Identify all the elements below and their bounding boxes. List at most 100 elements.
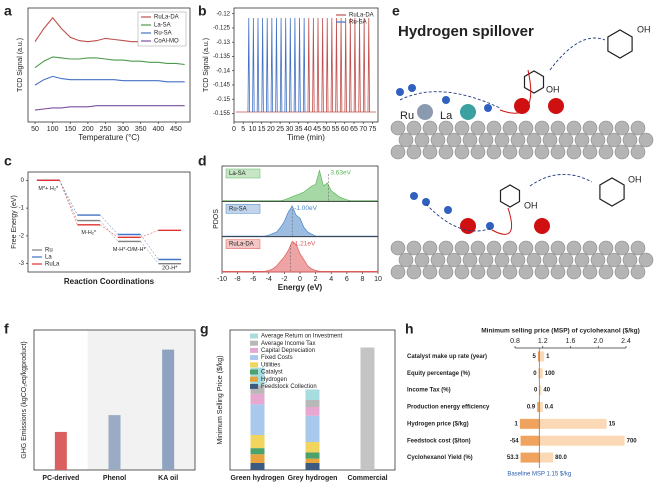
surface-atom [494,132,510,148]
pulse-peak [302,17,306,113]
legend-label: Ru-SA [349,20,367,26]
connector [59,180,78,221]
surface-atom [614,240,630,256]
surface-atom [470,120,486,136]
pulse-peak [326,17,329,113]
oxygen [514,98,530,114]
low-label: 0 [534,388,538,394]
surface-atom [422,264,438,280]
hydrogen [486,222,494,230]
surface-atom [406,120,422,136]
pulse-peak [275,17,278,113]
bar-segment [305,407,320,416]
bar-segment [250,404,265,435]
row-label: Income Tax (%) [407,388,451,394]
surface-atom [478,252,494,268]
legend-label: CoAl-MO [154,39,179,45]
panel-letter: b [198,3,207,19]
hydrogen [444,206,452,214]
x-axis-label: Temperature (°C) [78,133,140,142]
product-arrow [549,37,606,71]
bar [54,431,67,470]
x-tick-label: -2 [281,276,287,283]
pulse-peak [344,17,347,113]
x-tick-label: 6 [345,276,349,283]
legend-label: Catalyst [261,370,283,376]
pulse-peak [261,17,264,113]
surface-atom [582,240,598,256]
surface-atom [470,240,486,256]
series-tag-label: RuLa-DA [229,242,254,248]
x-tick-label: KA oil [158,475,178,482]
surface-atom [542,132,558,148]
pulse-peak [312,17,315,113]
low-label: 1 [515,421,519,427]
y-axis-label: Free Energy (eV) [11,195,18,249]
legend-label: Hydrogen [261,377,287,383]
x-tick-label: 55 [332,126,340,133]
surface-atom [430,132,446,148]
surface-atom [406,240,422,256]
surface-atom [414,252,430,268]
x-tick-label: Green hydrogen [230,475,284,482]
x-tick-label: 25 [276,126,284,133]
x-tick-label: 450 [170,126,182,133]
y-tick-label: 0 [21,178,25,184]
atom-label: La [440,110,453,122]
x-tick-label: 0 [298,276,302,283]
surface-atom [390,120,406,136]
spillover-arrow [425,203,493,232]
x-tick-label: 2.4 [621,338,631,345]
x-tick-label: 65 [350,126,358,133]
surface-atom [630,240,646,256]
surface-atom [398,252,414,268]
high-bar [539,385,542,396]
x-tick-label: 1.2 [538,338,548,345]
surface-atom [630,264,646,280]
surface-atom [502,120,518,136]
row-label: Cyclohexanol Yield (%) [407,455,473,461]
pulse-peak [256,17,260,113]
state-label: M-H₂* [81,230,97,236]
surface-atom [566,120,582,136]
pulse-peak [358,17,361,113]
high-bar [539,418,607,429]
y-tick-label: -1 [19,206,25,212]
bar-segment [305,389,320,400]
pulse-peak [293,17,297,113]
surface-atom [486,264,502,280]
low-bar [520,452,540,463]
x-tick-label: -8 [234,276,240,283]
pulse-peak [289,17,292,113]
surface-atom [398,132,414,148]
surface-atom [606,132,622,148]
connector [140,230,159,238]
pulse-peak [349,17,352,113]
x-tick-label: 45 [313,126,321,133]
y-tick-label: -0.155 [213,111,231,117]
surface-atom [494,252,510,268]
legend-swatch [250,376,258,382]
surface-atom [518,240,534,256]
high-label: 80.0 [555,455,567,461]
cyclohexanol-ring [599,177,625,207]
spillover-arrow [399,91,501,109]
surface-atom [486,144,502,160]
surface-atom [582,120,598,136]
atom-label: Ru [400,110,414,122]
x-tick-label: 15 [258,126,266,133]
row-label: Hydrogen price ($/kg) [407,421,469,427]
legend-label: Capital Depreciation [261,348,315,354]
surface-atom [510,132,526,148]
surface-atom [446,252,462,268]
legend-label: La-SA [154,23,171,29]
series-tag-label: La-SA [229,171,246,177]
surface-atom [510,252,526,268]
x-tick-label: 250 [100,126,112,133]
high-label: 15 [609,421,616,427]
y-axis-label: GHG Emissions (kgCO₂eq/kgproduct) [21,341,28,458]
line-series [34,75,185,86]
surface-atom [566,264,582,280]
y-axis-label: PDOS [213,209,220,229]
high-bar [539,402,543,412]
